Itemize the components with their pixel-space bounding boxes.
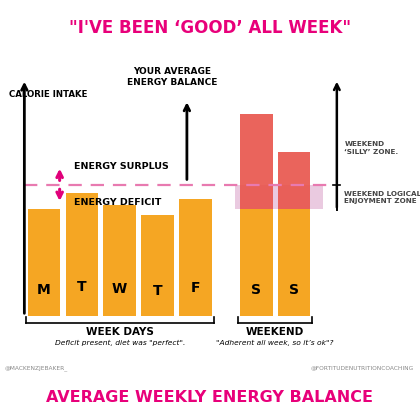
Text: WEEKEND: WEEKEND: [246, 327, 304, 337]
Text: ENERGY DEFICIT: ENERGY DEFICIT: [74, 198, 161, 207]
Bar: [278, 152, 310, 209]
Bar: [66, 193, 98, 316]
Text: "I'VE BEEN ‘GOOD’ ALL WEEK": "I'VE BEEN ‘GOOD’ ALL WEEK": [69, 19, 351, 37]
Text: Deficit present, diet was "perfect".: Deficit present, diet was "perfect".: [55, 339, 185, 346]
Text: W: W: [112, 282, 127, 296]
Text: WEEKEND
‘SILLY’ ZONE.: WEEKEND ‘SILLY’ ZONE.: [344, 141, 399, 155]
Text: @FORTITUDENUTRITIONCOACHING: @FORTITUDENUTRITIONCOACHING: [310, 365, 414, 370]
Bar: [179, 199, 212, 316]
Text: M: M: [37, 283, 51, 297]
Bar: [278, 209, 310, 316]
Bar: [28, 209, 60, 316]
Text: T: T: [153, 284, 162, 298]
Text: "Adherent all week, so it’s ok"?: "Adherent all week, so it’s ok"?: [216, 339, 334, 346]
Text: AVERAGE WEEKLY ENERGY BALANCE: AVERAGE WEEKLY ENERGY BALANCE: [47, 390, 373, 405]
Text: T: T: [77, 280, 87, 294]
Text: CALORIE INTAKE: CALORIE INTAKE: [9, 90, 88, 99]
Text: F: F: [191, 281, 200, 295]
Bar: [141, 215, 174, 316]
Text: YOUR AVERAGE
ENERGY BALANCE: YOUR AVERAGE ENERGY BALANCE: [127, 67, 218, 87]
Text: WEEK DAYS: WEEK DAYS: [86, 327, 154, 337]
Text: S: S: [289, 283, 299, 297]
Text: @MACKENZJEBAKER_: @MACKENZJEBAKER_: [4, 365, 68, 371]
Bar: [235, 185, 323, 209]
Bar: [240, 209, 273, 316]
Bar: [240, 114, 273, 209]
Text: S: S: [251, 283, 261, 297]
Bar: [103, 205, 136, 316]
Text: WEEKEND LOGICAL
ENJOYMENT ZONE: WEEKEND LOGICAL ENJOYMENT ZONE: [344, 191, 420, 204]
Text: ENERGY SURPLUS: ENERGY SURPLUS: [74, 162, 168, 171]
